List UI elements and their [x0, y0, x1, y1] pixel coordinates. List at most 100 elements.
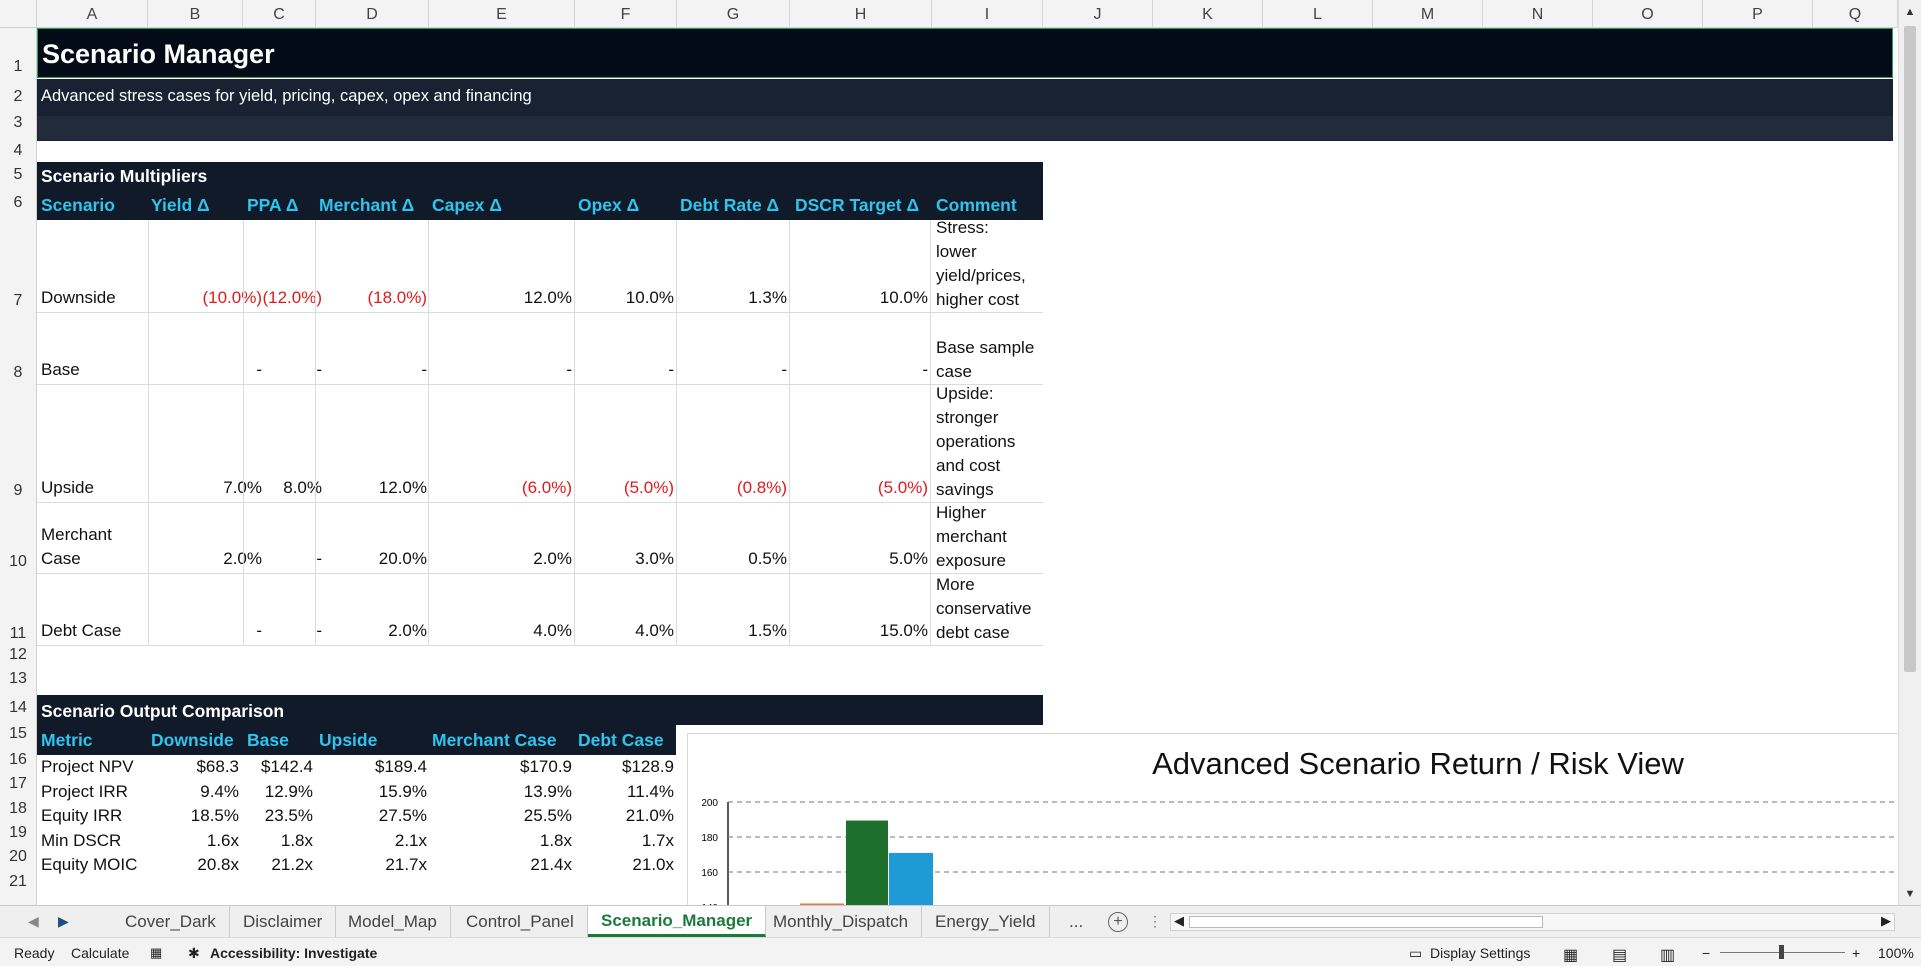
tab-options-icon[interactable]: ⋮: [1148, 913, 1162, 929]
row-header-16[interactable]: 16: [9, 751, 27, 768]
header-comment[interactable]: Comment: [936, 195, 1017, 215]
multiplier-cell[interactable]: (6.0%): [521, 478, 572, 497]
page-layout-view-icon[interactable]: ▤: [1612, 947, 1628, 964]
multiplier-cell[interactable]: 20.0%: [378, 549, 427, 568]
row-header-4[interactable]: 4: [13, 142, 23, 159]
zoom-in-icon[interactable]: +: [1852, 945, 1861, 961]
header-yield[interactable]: Yield Δ: [151, 195, 210, 215]
column-header-C[interactable]: C: [243, 0, 316, 28]
multiplier-cell[interactable]: -: [922, 360, 928, 379]
row-header-7[interactable]: 7: [13, 292, 23, 309]
sheet-tab-scenario-manager[interactable]: Scenario_Manager: [588, 906, 767, 937]
horizontal-scroll-thumb[interactable]: [1189, 916, 1543, 928]
sheet-tab-monthly-dispatch[interactable]: Monthly_Dispatch: [760, 906, 923, 937]
sheet-tab-disclaimer[interactable]: Disclaimer: [230, 906, 337, 937]
row-header-8[interactable]: 8: [13, 364, 23, 381]
multiplier-cell[interactable]: 1.3%: [748, 288, 787, 307]
outputs-section-title[interactable]: Scenario Output Comparison: [37, 695, 1043, 725]
add-sheet-icon[interactable]: +: [1108, 912, 1128, 932]
multiplier-cell[interactable]: -: [566, 360, 572, 379]
column-header-J[interactable]: J: [1043, 0, 1153, 28]
header-upside[interactable]: Upside: [319, 730, 378, 750]
header-merchant[interactable]: Merchant Δ: [319, 195, 415, 215]
multiplier-cell[interactable]: 0.5%: [748, 549, 787, 568]
output-cell[interactable]: 1.8x: [539, 830, 572, 850]
output-cell[interactable]: 20.8x: [197, 855, 239, 874]
multiplier-cell[interactable]: -: [781, 360, 787, 379]
output-cell[interactable]: $142.4: [261, 757, 313, 776]
output-cell[interactable]: 13.9%: [523, 781, 572, 801]
column-header-Q[interactable]: Q: [1813, 0, 1898, 28]
row-header-6[interactable]: 6: [13, 194, 23, 211]
multiplier-cell[interactable]: 4.0%: [635, 621, 674, 640]
calculate-button[interactable]: Calculate: [71, 945, 130, 961]
comment-line[interactable]: and cost: [936, 456, 1001, 475]
comment-line[interactable]: Higher: [936, 503, 987, 522]
comment-line[interactable]: More: [936, 575, 975, 594]
comment-line[interactable]: Stress:: [936, 218, 989, 237]
header-opex[interactable]: Opex Δ: [578, 195, 640, 215]
macro-recording-icon[interactable]: ▦: [150, 945, 163, 960]
multiplier-cell[interactable]: 10.0%: [879, 288, 928, 307]
select-all-corner[interactable]: [0, 0, 37, 28]
scenario-chart[interactable]: Advanced Scenario Return / Risk View 200…: [687, 733, 1898, 905]
comment-line[interactable]: operations: [936, 432, 1016, 451]
row-header-10[interactable]: 10: [9, 553, 27, 570]
row-header-3[interactable]: 3: [13, 114, 23, 131]
header-debt-case[interactable]: Debt Case: [578, 730, 664, 750]
output-cell[interactable]: $68.3: [196, 757, 239, 776]
output-cell[interactable]: 21.0%: [625, 806, 674, 825]
column-header-P[interactable]: P: [1703, 0, 1813, 28]
comment-line[interactable]: higher cost: [936, 290, 1020, 309]
scroll-up-icon[interactable]: ▲: [1904, 6, 1916, 18]
output-cell[interactable]: 25.5%: [523, 806, 572, 825]
column-header-H[interactable]: H: [790, 0, 932, 28]
output-cell[interactable]: 1.6x: [206, 830, 239, 850]
multiplier-cell[interactable]: -: [421, 360, 427, 379]
header-metric[interactable]: Metric: [41, 730, 93, 750]
prev-sheet-icon[interactable]: ◀: [28, 913, 39, 929]
row-header-15[interactable]: 15: [9, 725, 27, 742]
column-header-K[interactable]: K: [1153, 0, 1263, 28]
output-cell[interactable]: 27.5%: [378, 806, 427, 825]
zoom-slider-thumb[interactable]: [1779, 945, 1784, 959]
output-cell[interactable]: 23.5%: [264, 806, 313, 825]
comment-line[interactable]: case: [936, 362, 972, 381]
accessibility-status[interactable]: Accessibility: Investigate: [210, 945, 378, 961]
column-header-E[interactable]: E: [429, 0, 575, 28]
multiplier-cell[interactable]: (0.8%): [736, 478, 787, 497]
comment-line[interactable]: merchant: [936, 527, 1007, 546]
scenario-name[interactable]: Upside: [41, 478, 94, 497]
row-header-21[interactable]: 21: [9, 873, 27, 890]
comment-line[interactable]: Upside:: [936, 384, 994, 403]
column-header-L[interactable]: L: [1263, 0, 1373, 28]
metric-name[interactable]: Project NPV: [41, 757, 134, 776]
multiplier-cell[interactable]: -: [256, 621, 262, 640]
row-header-19[interactable]: 19: [9, 824, 27, 841]
normal-view-icon[interactable]: ▦: [1563, 947, 1579, 964]
worksheet-grid[interactable]: Scenario Manager Advanced stress cases f…: [37, 28, 1898, 905]
row-header-1[interactable]: 1: [13, 58, 23, 75]
sheet-tab-energy-yield[interactable]: Energy_Yield: [922, 906, 1050, 937]
comment-line[interactable]: stronger: [936, 408, 999, 427]
row-header-17[interactable]: 17: [9, 775, 27, 792]
output-cell[interactable]: 18.5%: [190, 806, 239, 825]
multiplier-cell[interactable]: -: [316, 360, 322, 379]
horizontal-scrollbar[interactable]: ◀ ▶: [1170, 913, 1895, 931]
comment-line[interactable]: savings: [936, 480, 994, 499]
header-base[interactable]: Base: [247, 730, 289, 750]
multiplier-cell[interactable]: 4.0%: [533, 621, 572, 640]
comment-line[interactable]: yield/prices,: [936, 266, 1026, 285]
zoom-out-icon[interactable]: −: [1702, 945, 1711, 961]
display-settings-icon[interactable]: ▭: [1409, 945, 1423, 961]
comment-line[interactable]: Base sample: [936, 338, 1035, 357]
row-header-13[interactable]: 13: [9, 670, 27, 687]
multiplier-cell[interactable]: -: [668, 360, 674, 379]
scroll-right-icon[interactable]: ▶: [1881, 913, 1891, 928]
header-dscr-target[interactable]: DSCR Target Δ: [795, 195, 920, 215]
header-downside[interactable]: Downside: [151, 730, 234, 750]
output-cell[interactable]: 2.1x: [394, 830, 427, 850]
row-header-5[interactable]: 5: [13, 166, 23, 183]
multipliers-section-title[interactable]: Scenario Multipliers: [37, 162, 1043, 190]
row-header-2[interactable]: 2: [13, 88, 23, 105]
